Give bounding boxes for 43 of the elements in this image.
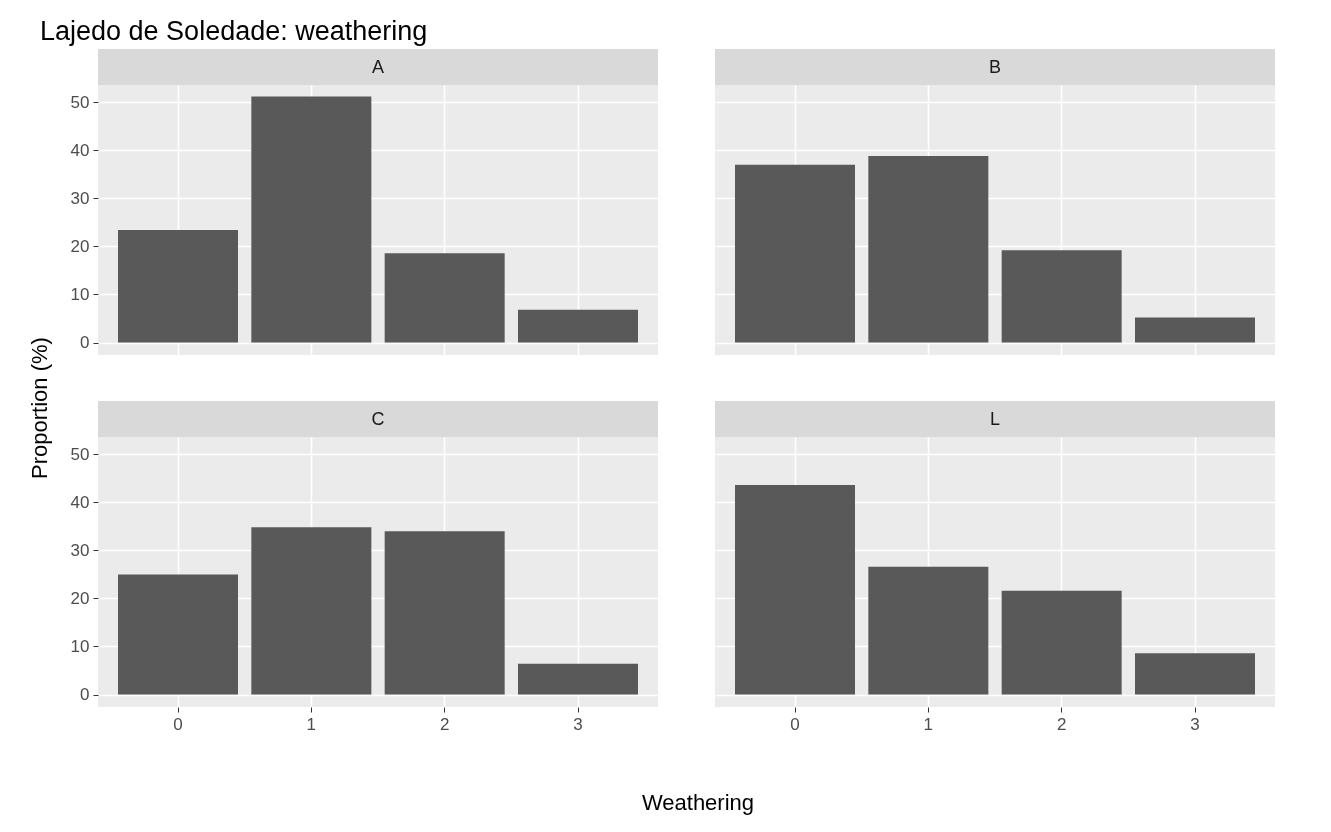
bar [735, 485, 855, 695]
bar [118, 574, 238, 695]
bar [868, 566, 989, 695]
chart-title: A [98, 49, 658, 85]
text: Lajedo de Soledade: weathering [40, 16, 428, 47]
bar [251, 96, 372, 343]
x-tick-label: 2 [439, 714, 450, 734]
x-tick-label: 0 [790, 714, 800, 734]
y-tick-label: 0 [80, 333, 90, 353]
y-tick-label: 10 [70, 284, 90, 304]
bar [384, 531, 505, 695]
y-tick-label: 50 [70, 92, 90, 112]
x-axis-title: Weathering [640, 790, 756, 816]
bar [735, 164, 855, 343]
bar [1001, 590, 1122, 695]
bar [251, 527, 372, 695]
y-tick-label: 20 [70, 588, 90, 608]
y-tick-label: 40 [70, 492, 90, 512]
bar [518, 663, 638, 695]
bar [518, 309, 638, 343]
bar [1135, 653, 1255, 695]
y-tick-label: 20 [70, 236, 90, 256]
x-tick-label: 3 [1190, 714, 1200, 734]
x-tick-label: 2 [1056, 714, 1067, 734]
chart-title: L [715, 401, 1275, 437]
y-tick-label: 30 [70, 540, 90, 560]
chart-title: C [98, 401, 658, 437]
chart-title: B [715, 49, 1275, 85]
x-tick-label: 3 [573, 714, 583, 734]
bar [1135, 317, 1255, 343]
x-tick-label: 0 [173, 714, 183, 734]
y-tick-label: 30 [70, 188, 90, 208]
bar [118, 230, 238, 343]
bar [1001, 250, 1122, 343]
x-tick-label: 1 [923, 714, 934, 734]
y-tick-label: 50 [70, 444, 90, 464]
y-tick-label: 40 [70, 140, 90, 160]
bar [868, 156, 989, 343]
y-tick-label: 10 [70, 636, 90, 656]
bar [384, 253, 505, 343]
y-tick-label: 0 [80, 685, 90, 705]
x-tick-label: 1 [306, 714, 317, 734]
y-axis-title: Proportion (%) [27, 336, 53, 481]
